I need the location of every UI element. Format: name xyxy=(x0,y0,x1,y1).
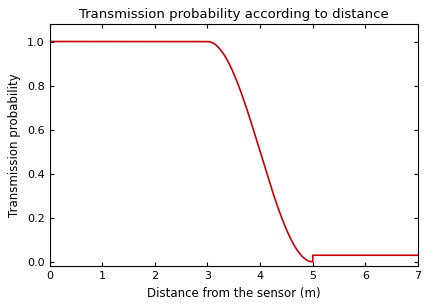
Y-axis label: Transmission probability: Transmission probability xyxy=(8,73,22,217)
X-axis label: Distance from the sensor (m): Distance from the sensor (m) xyxy=(147,287,321,300)
Title: Transmission probability according to distance: Transmission probability according to di… xyxy=(79,8,389,21)
